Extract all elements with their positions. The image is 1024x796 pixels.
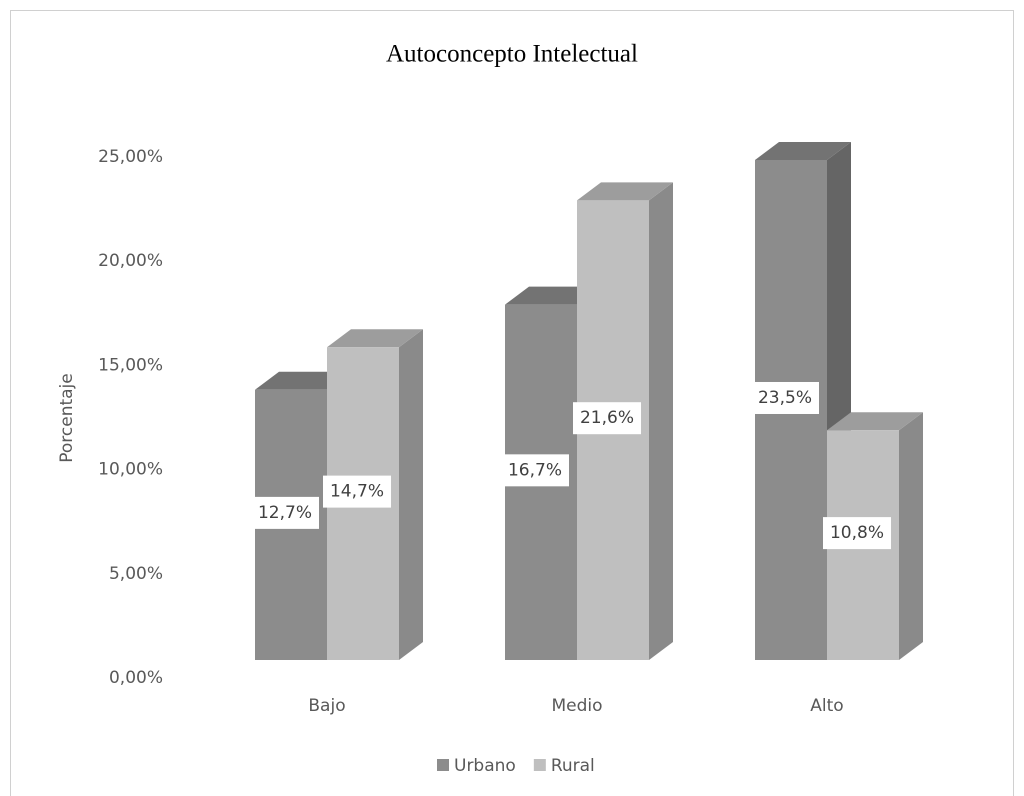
bar-side — [399, 329, 423, 660]
legend-swatch — [437, 759, 449, 771]
bar-side — [649, 182, 673, 661]
x-tick-label: Medio — [551, 696, 602, 716]
bar-top — [755, 141, 851, 160]
y-axis-label: Porcentaje — [57, 373, 77, 463]
y-tick-label: 25,00% — [98, 147, 163, 167]
y-tick-label: 10,00% — [98, 460, 163, 480]
x-tick-label: Bajo — [308, 696, 345, 716]
chart-title: Autoconcepto Intelectual — [386, 41, 638, 68]
bar-top — [577, 182, 673, 201]
value-label: 23,5% — [758, 388, 812, 408]
bar-side — [899, 412, 923, 660]
value-label-box — [822, 517, 892, 550]
y-tick-label: 5,00% — [109, 564, 163, 584]
y-tick-label: 15,00% — [98, 355, 163, 375]
value-label: 16,7% — [508, 460, 562, 480]
value-label-box — [250, 496, 320, 529]
bar-top — [827, 412, 923, 431]
legend-label: Urbano — [454, 756, 516, 776]
value-label: 12,7% — [258, 503, 312, 523]
x-tick-label: Alto — [810, 696, 843, 716]
value-label: 10,8% — [830, 523, 884, 543]
value-label-box — [750, 381, 820, 414]
bar-top — [327, 329, 423, 348]
y-tick-label: 20,00% — [98, 251, 163, 271]
value-label-box — [500, 454, 570, 487]
bar — [327, 329, 423, 660]
value-label: 21,6% — [580, 408, 634, 428]
value-label: 14,7% — [330, 482, 384, 502]
value-label-box — [322, 475, 392, 508]
legend-label: Rural — [551, 756, 595, 776]
legend-swatch — [533, 759, 546, 771]
value-label-box — [572, 402, 642, 435]
y-tick-label: 0,00% — [109, 668, 163, 688]
